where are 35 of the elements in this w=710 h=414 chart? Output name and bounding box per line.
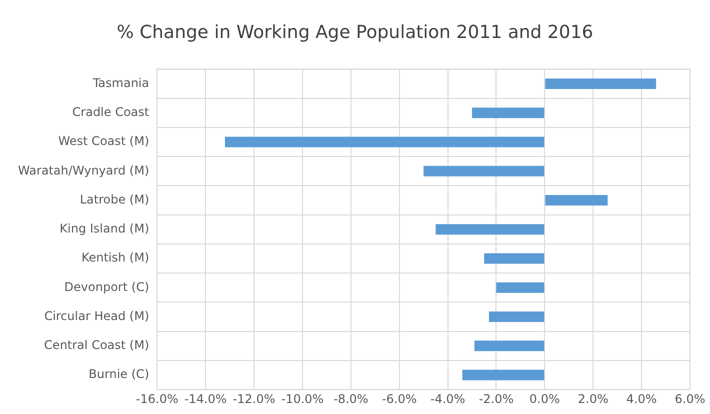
y-tick-label: Latrobe (M) [80, 192, 150, 206]
bar [488, 312, 544, 322]
x-tick-label: -6.0% [382, 392, 417, 406]
x-tick-label: -16.0% [136, 392, 178, 406]
y-tick-label: Burnie (C) [88, 367, 150, 382]
bar [436, 224, 544, 235]
bar [545, 78, 656, 90]
y-tick-label: Central Coast (M) [44, 338, 150, 352]
x-tick-label: -14.0% [184, 392, 227, 406]
bar [474, 340, 544, 352]
x-tick-label: -12.0% [232, 392, 276, 406]
x-tick-label: -10.0% [281, 392, 324, 406]
bar [496, 282, 544, 293]
bar [224, 136, 544, 148]
chart-title: % Change in Working Age Population 2011 and 2016 [116, 22, 594, 43]
y-tick-label: West Coast (M) [58, 134, 150, 148]
x-tick-label: -4.0% [430, 392, 466, 406]
y-tick-label: Circular Head (M) [44, 308, 150, 323]
y-tick-label: Tasmania [92, 76, 150, 90]
x-tick-label: 0.0% [529, 392, 560, 406]
x-tick-label: 6.0% [674, 392, 706, 406]
x-tick-label: 2.0% [578, 392, 608, 406]
y-tick-label: Kentish (M) [81, 250, 150, 265]
x-tick-label: -2.0% [478, 392, 514, 406]
y-tick-label: Devonport (C) [64, 280, 150, 294]
y-tick-label: Waratah/Wynyard (M) [18, 163, 150, 178]
y-tick-label: Cradle Coast [72, 105, 150, 120]
x-tick-label: -8.0% [333, 392, 368, 406]
bar [484, 253, 544, 264]
bar [472, 108, 544, 118]
bar [462, 370, 544, 380]
x-tick-label: 4.0% [626, 392, 657, 406]
y-tick-label: King Island (M) [60, 222, 150, 236]
bar [545, 195, 608, 206]
bar [424, 166, 544, 176]
